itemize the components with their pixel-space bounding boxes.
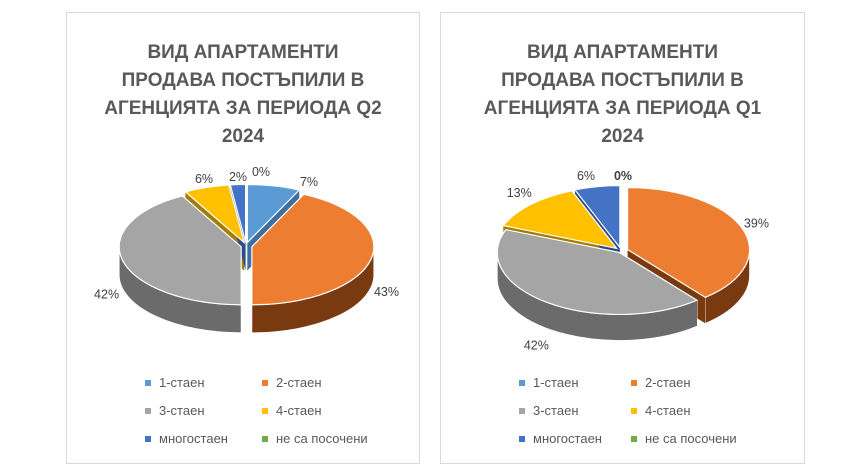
legend-item: 1-стаен	[519, 375, 579, 390]
legend-label: 1-стаен	[533, 375, 579, 390]
legend-label: 3-стаен	[159, 403, 205, 418]
legend-label: не са посочени	[645, 431, 737, 446]
slice-1-стаен	[246, 183, 301, 244]
data-label: 6%	[195, 172, 213, 186]
legend-item: не са посочени	[631, 431, 737, 446]
data-label: 2%	[229, 170, 247, 184]
legend-item: 3-стаен	[145, 403, 205, 418]
legend-swatch	[262, 379, 268, 386]
legend-item: 1-стаен	[145, 375, 205, 390]
slice-2-стаен	[626, 186, 751, 299]
data-labels: 7% 43% 42% 6% 2% 0%	[94, 165, 399, 301]
pie-tops	[496, 184, 751, 316]
legend-swatch	[145, 435, 151, 442]
legend-item: 2-стаен	[262, 375, 322, 390]
data-label: 0%	[252, 165, 270, 179]
legend-swatch	[631, 379, 637, 386]
legend-item: 4-стаен	[631, 403, 691, 418]
title-line: ПРОДАВА ПОСТЪПИЛИ В	[501, 70, 744, 91]
chart-q2: ВИД АПАРТАМЕНТИ ПРОДАВА ПОСТЪПИЛИ В АГЕН…	[66, 12, 420, 464]
legend-label: 2-стаен	[276, 375, 322, 390]
legend-swatch	[519, 435, 525, 442]
chart-title: ВИД АПАРТАМЕНТИ ПРОДАВА ПОСТЪПИЛИ В АГЕН…	[441, 39, 804, 151]
slice-2-стаен	[251, 193, 375, 306]
title-line: АГЕНЦИЯТА ЗА ПЕРИОДА Q2	[104, 98, 382, 119]
legend-swatch	[519, 379, 525, 386]
legend-label: не са посочени	[276, 431, 368, 446]
slice-4-стаен	[184, 184, 246, 245]
data-label: 42%	[94, 287, 119, 301]
title-line: АГЕНЦИЯТА ЗА ПЕРИОДА Q1	[483, 98, 762, 119]
title-line: 2024	[601, 126, 644, 147]
data-label: 7%	[300, 175, 318, 189]
data-label: 13%	[507, 186, 532, 200]
legend-label: многостаен	[159, 431, 228, 446]
legend-label: 1-стаен	[159, 375, 205, 390]
legend-item: многостаен	[519, 431, 602, 446]
chart-title: ВИД АПАРТАМЕНТИ ПРОДАВА ПОСТЪПИЛИ В АГЕН…	[67, 39, 419, 151]
legend-label: 3-стаен	[533, 403, 579, 418]
chart-q1: ВИД АПАРТАМЕНТИ ПРОДАВА ПОСТЪПИЛИ В АГЕН…	[440, 12, 805, 464]
legend-label: 4-стаен	[276, 403, 322, 418]
legend-item: 2-стаен	[631, 375, 691, 390]
title-line: ВИД АПАРТАМЕНТИ	[147, 42, 339, 63]
legend-swatch	[262, 435, 268, 442]
pie-chart: 39% 42% 13% 6% 0%	[496, 169, 769, 353]
legend-item: многостаен	[145, 431, 228, 446]
slice-многостаен	[573, 184, 621, 250]
legend-item: не са посочени	[262, 431, 368, 446]
legend-swatch	[262, 407, 268, 414]
legend-item: 3-стаен	[519, 403, 579, 418]
data-label: 42%	[524, 339, 549, 353]
legend-swatch	[145, 407, 151, 414]
slice-3-стаен	[118, 195, 242, 306]
legend-swatch	[519, 407, 525, 414]
title-line: ПРОДАВА ПОСТЪПИЛИ В	[121, 70, 365, 91]
legend-swatch	[145, 379, 151, 386]
data-label: 6%	[577, 169, 595, 183]
legend-swatch	[631, 407, 637, 414]
title-line: 2024	[221, 126, 265, 147]
data-labels: 39% 42% 13% 6% 0%	[507, 169, 769, 353]
legend-swatch	[631, 435, 637, 442]
title-line: ВИД АПАРТАМЕНТИ	[526, 42, 719, 63]
data-label: 0%	[614, 169, 632, 183]
legend-label: 4-стаен	[645, 403, 691, 418]
pie-tops	[118, 183, 375, 306]
slice-многостаен	[229, 183, 247, 243]
slice-3-стаен	[496, 228, 699, 316]
legend-label: 2-стаен	[645, 375, 691, 390]
pie-chart: 7% 43% 42% 6% 2% 0%	[94, 165, 399, 334]
legend-label: многостаен	[533, 431, 602, 446]
data-label: 39%	[744, 217, 769, 231]
slice-4-стаен	[502, 190, 619, 250]
data-label: 43%	[374, 285, 399, 299]
legend-item: 4-стаен	[262, 403, 322, 418]
